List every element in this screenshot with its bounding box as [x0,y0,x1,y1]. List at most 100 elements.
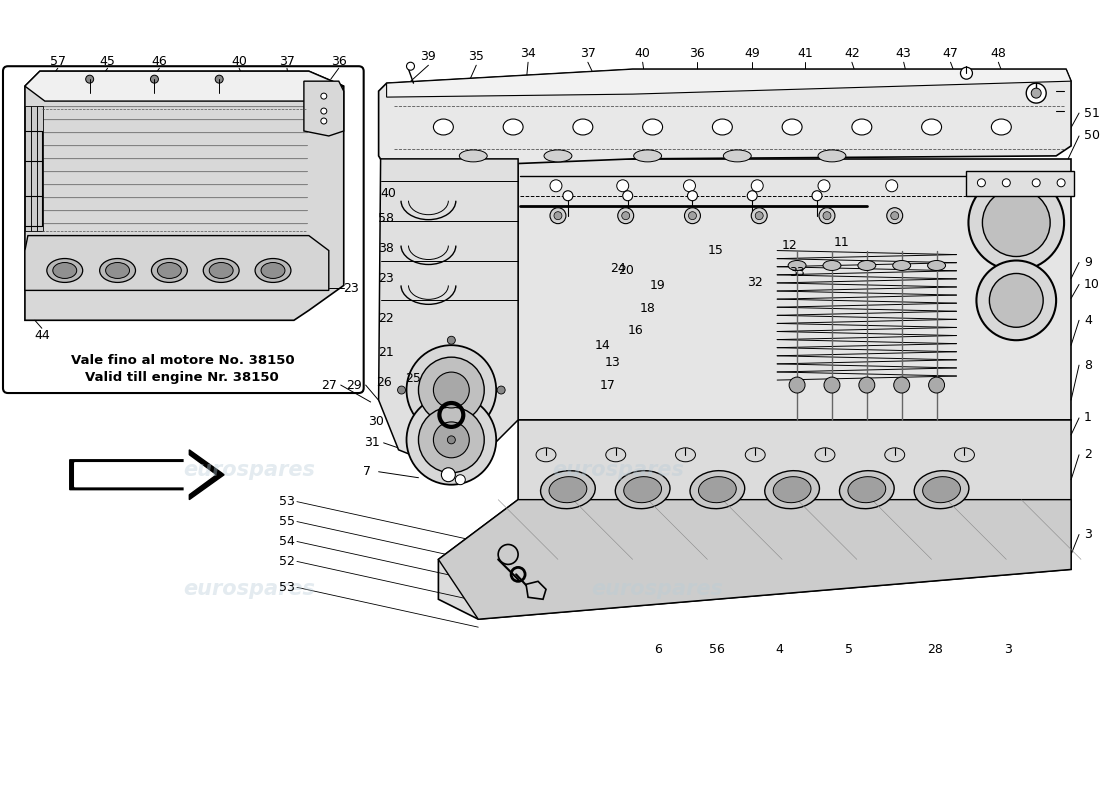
Text: 54: 54 [279,535,295,548]
Ellipse shape [503,119,524,135]
Ellipse shape [261,262,285,278]
Polygon shape [75,453,214,497]
Ellipse shape [549,477,586,502]
Ellipse shape [818,150,846,162]
Text: 51: 51 [1084,106,1100,119]
Circle shape [1031,88,1042,98]
Ellipse shape [823,261,840,270]
Ellipse shape [922,119,942,135]
Text: 4: 4 [776,642,783,655]
Ellipse shape [782,119,802,135]
Circle shape [789,377,805,393]
Text: Vale fino al motore No. 38150: Vale fino al motore No. 38150 [70,354,294,366]
Polygon shape [25,71,343,320]
Ellipse shape [157,262,182,278]
Text: 44: 44 [34,329,50,342]
Text: 4: 4 [1084,314,1092,326]
Circle shape [684,208,701,224]
Circle shape [623,190,632,201]
Ellipse shape [955,448,975,462]
Text: 2: 2 [1084,448,1092,462]
Polygon shape [378,70,1071,169]
Text: eurospares: eurospares [184,460,315,480]
Circle shape [497,386,505,394]
Text: 40: 40 [635,46,650,60]
Circle shape [751,208,767,224]
Text: 39: 39 [420,50,437,62]
Ellipse shape [53,262,77,278]
Circle shape [498,545,518,564]
Text: 6: 6 [653,642,661,655]
Text: 55: 55 [279,515,295,528]
Circle shape [433,422,470,458]
Ellipse shape [615,470,670,509]
Text: 52: 52 [279,555,295,568]
Text: 10: 10 [1084,278,1100,291]
Circle shape [418,357,484,423]
Text: 14: 14 [595,338,610,352]
Circle shape [1032,179,1041,186]
Circle shape [812,190,822,201]
Ellipse shape [851,119,872,135]
Circle shape [617,180,629,192]
Text: 37: 37 [279,54,295,68]
Circle shape [859,377,874,393]
Circle shape [321,118,327,124]
Text: 34: 34 [520,46,536,60]
Ellipse shape [460,150,487,162]
Circle shape [688,190,697,201]
Ellipse shape [209,262,233,278]
Text: 15: 15 [707,244,724,257]
Polygon shape [304,81,343,136]
Text: 45: 45 [100,54,116,68]
Circle shape [818,180,830,192]
Text: 37: 37 [580,46,596,60]
Text: 13: 13 [605,356,620,369]
Circle shape [407,62,415,70]
Circle shape [441,468,455,482]
Text: 41: 41 [798,46,813,60]
Ellipse shape [536,448,556,462]
Text: 25: 25 [406,371,421,385]
Text: 31: 31 [364,436,380,450]
Polygon shape [37,106,43,230]
Text: 27: 27 [321,378,337,391]
Circle shape [407,346,496,435]
Text: eurospares: eurospares [552,460,684,480]
Ellipse shape [204,258,239,282]
Text: 40: 40 [381,187,396,200]
Ellipse shape [927,261,946,270]
Text: 18: 18 [640,302,656,315]
Text: 12: 12 [781,239,798,252]
Text: 38: 38 [377,242,394,255]
Circle shape [683,180,695,192]
Text: 20: 20 [618,264,634,277]
Ellipse shape [923,477,960,502]
Circle shape [823,212,830,220]
Ellipse shape [773,477,811,502]
Circle shape [455,474,465,485]
Text: 23: 23 [377,272,394,285]
Polygon shape [378,159,518,470]
Polygon shape [25,236,329,290]
Text: 56: 56 [710,642,725,655]
Text: 49: 49 [745,46,760,60]
Polygon shape [967,171,1074,196]
Circle shape [756,212,763,220]
Circle shape [989,274,1043,327]
Circle shape [982,189,1050,257]
Circle shape [960,67,972,79]
Text: 29: 29 [345,378,362,391]
Ellipse shape [839,470,894,509]
Circle shape [689,212,696,220]
Ellipse shape [642,119,662,135]
Text: 40: 40 [231,54,248,68]
Polygon shape [526,582,546,599]
Ellipse shape [634,150,661,162]
Text: 17: 17 [600,378,616,391]
Circle shape [407,395,496,485]
Circle shape [151,75,158,83]
Text: 50: 50 [1084,130,1100,142]
Polygon shape [386,70,1071,97]
Circle shape [824,377,840,393]
